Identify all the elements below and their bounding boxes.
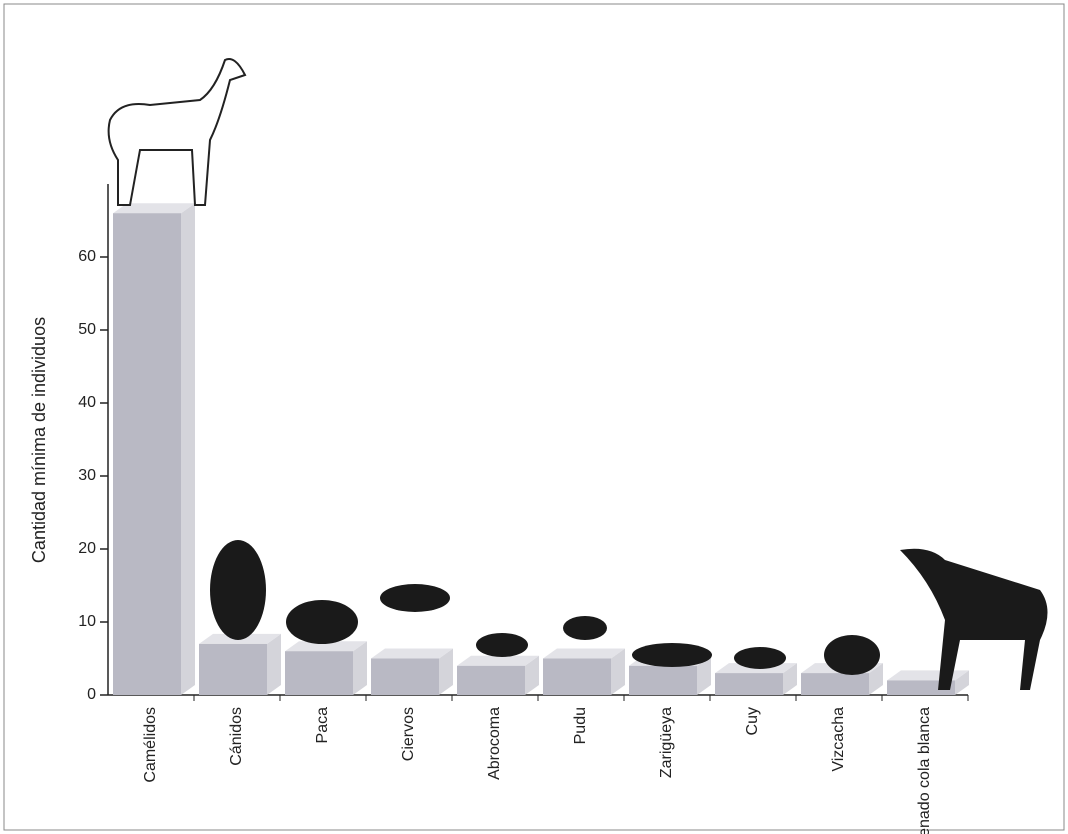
x-tick-label: Zarigüeya xyxy=(658,707,675,778)
bar xyxy=(801,673,869,695)
bar-top xyxy=(887,670,969,681)
bar-side xyxy=(783,663,797,695)
y-tick-label: 30 xyxy=(78,467,96,484)
abrocoma-silhouette xyxy=(476,633,528,657)
bar-side xyxy=(611,648,625,695)
bar xyxy=(371,658,439,695)
x-tick-label: Pudu xyxy=(572,707,589,744)
deer-silhouette xyxy=(380,584,450,612)
x-tick-label: Cuy xyxy=(744,707,761,735)
camelid-silhouette xyxy=(107,58,247,206)
bar xyxy=(199,643,267,695)
bar-side xyxy=(955,670,969,695)
bar-side xyxy=(697,655,711,695)
y-tick-label: 10 xyxy=(78,613,96,630)
bar-side xyxy=(181,203,195,695)
x-tick-label: Abrocoma xyxy=(486,707,503,780)
vizcacha-silhouette xyxy=(824,635,880,675)
paca-silhouette xyxy=(286,600,358,644)
y-tick-label: 40 xyxy=(78,394,96,411)
animal-silhouettes xyxy=(107,58,1048,690)
whitetail-silhouette xyxy=(900,548,1048,690)
frame xyxy=(3,3,1065,831)
guinea-pig-silhouette xyxy=(734,647,786,669)
bar xyxy=(285,651,353,695)
bar-top xyxy=(285,641,367,652)
y-axis-label: Cantidad mínima de individuos xyxy=(29,317,49,563)
bar-side xyxy=(525,655,539,695)
pudu-silhouette xyxy=(563,616,607,640)
bar xyxy=(629,665,697,695)
opossum-silhouette xyxy=(632,643,712,667)
bar-side xyxy=(869,663,883,695)
x-tick-label: Vizcacha xyxy=(830,707,847,772)
bar-side xyxy=(439,648,453,695)
bar xyxy=(457,665,525,695)
bar-side xyxy=(353,641,367,695)
canid-silhouette xyxy=(210,540,266,640)
x-tick-label: Paca xyxy=(314,707,331,744)
y-tick-label: 20 xyxy=(78,540,96,557)
x-tick-label: Venado cola blanca xyxy=(916,707,933,834)
x-tick-label: Cánidos xyxy=(228,707,245,766)
bar xyxy=(113,213,181,695)
x-tick-label: Ciervos xyxy=(400,707,417,761)
y-tick-label: 60 xyxy=(78,248,96,265)
bar xyxy=(887,680,955,695)
bar xyxy=(715,673,783,695)
bar-side xyxy=(267,633,281,695)
y-tick-label: 50 xyxy=(78,321,96,338)
bar-top xyxy=(457,655,539,666)
bar-top xyxy=(113,203,195,214)
bar-top xyxy=(371,648,453,659)
x-tick-label: Camélidos xyxy=(142,707,159,783)
y-tick-label: 0 xyxy=(87,686,96,703)
bar xyxy=(543,658,611,695)
bar-top xyxy=(543,648,625,659)
